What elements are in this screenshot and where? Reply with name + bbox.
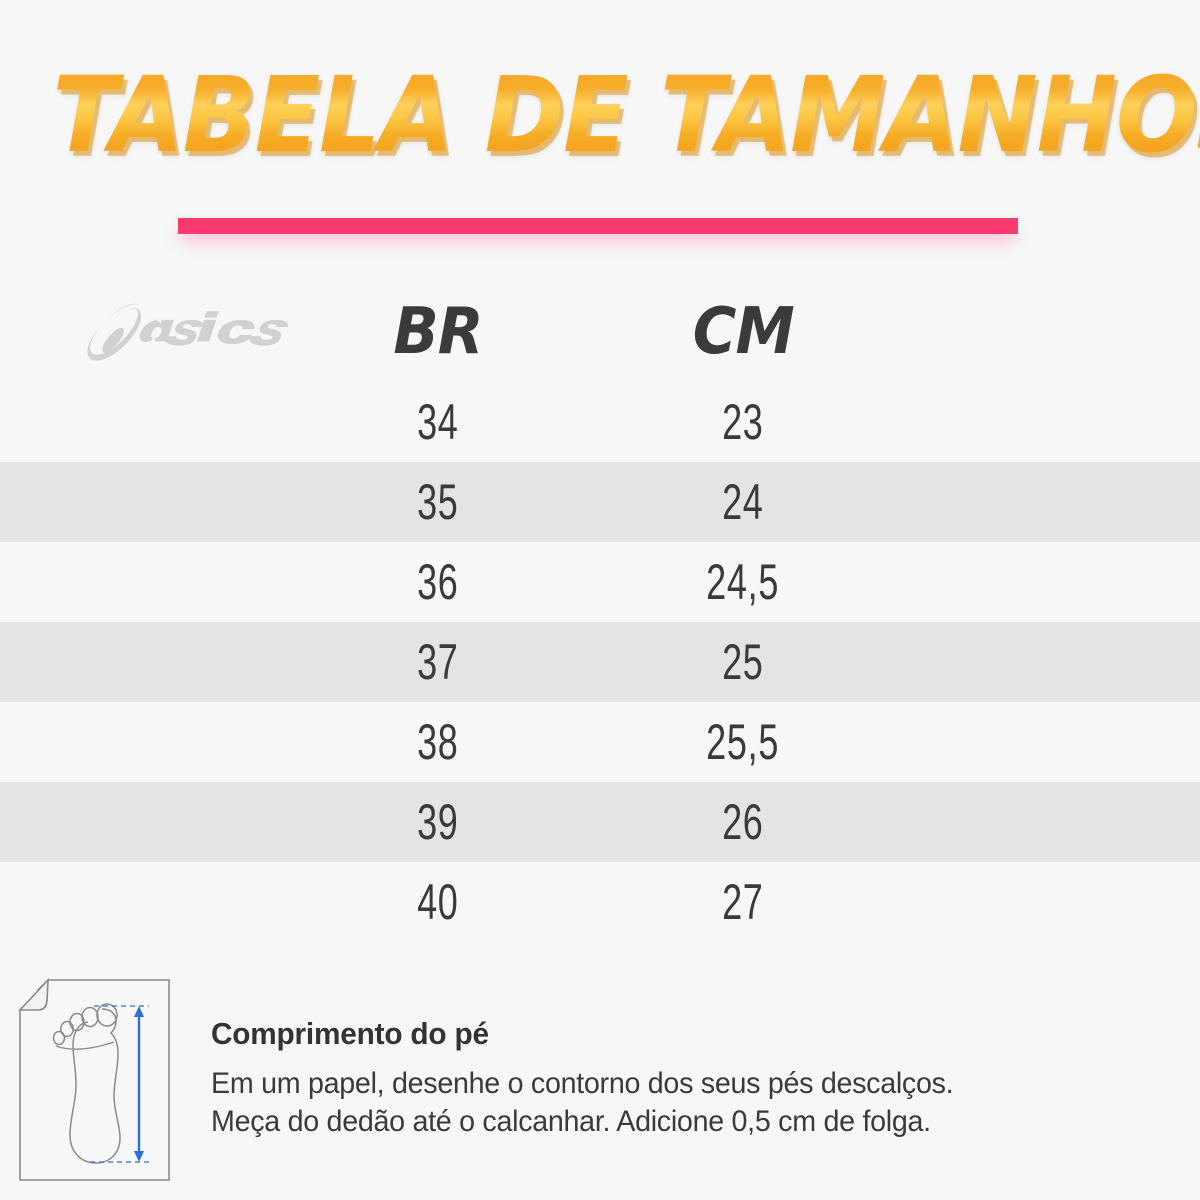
measure-arrow-head-up bbox=[134, 1006, 144, 1017]
cell-cm-value: 25 bbox=[722, 634, 764, 690]
size-table: BR CM 34 23 35 24 bbox=[0, 282, 1200, 942]
cell-br-value: 34 bbox=[417, 394, 459, 450]
paper-fold-corner bbox=[18, 977, 49, 1011]
toe-1 bbox=[96, 1003, 118, 1027]
footer-instruction-line-2: Meça do dedão até o calcanhar. Adicione … bbox=[211, 1105, 931, 1139]
table-row: 36 24,5 bbox=[0, 542, 1200, 622]
footer-heading: Comprimento do pé bbox=[211, 1016, 489, 1051]
cell-br: 39 bbox=[363, 793, 513, 851]
cell-cm-value: 27 bbox=[722, 874, 764, 930]
table-row: 39 26 bbox=[0, 782, 1200, 862]
cell-cm-value: 26 bbox=[722, 794, 764, 850]
foot-measure-icon bbox=[14, 968, 189, 1190]
cell-cm-value: 23 bbox=[722, 394, 764, 450]
table-row: 37 25 bbox=[0, 622, 1200, 702]
title-block: TABELA DE TAMANHOS bbox=[0, 62, 1200, 168]
measure-arrow-head-down bbox=[134, 1151, 144, 1162]
footer-text-block: Comprimento do pé Em um papel, desenhe o… bbox=[189, 968, 988, 1141]
toe-4 bbox=[60, 1020, 74, 1038]
toe-5 bbox=[52, 1030, 66, 1046]
footer-instructions: Comprimento do pé Em um papel, desenhe o… bbox=[14, 968, 1184, 1190]
cell-cm: 25,5 bbox=[668, 713, 818, 771]
cell-cm: 27 bbox=[668, 873, 818, 931]
footer-instruction-line-1: Em um papel, desenhe o contorno dos seus… bbox=[211, 1067, 954, 1100]
cell-br-value: 37 bbox=[417, 634, 459, 690]
cell-br-value: 36 bbox=[417, 554, 459, 610]
cell-br-value: 35 bbox=[417, 474, 459, 530]
cell-br-value: 40 bbox=[417, 874, 459, 930]
cell-cm: 24,5 bbox=[668, 553, 818, 611]
cell-br: 37 bbox=[363, 633, 513, 691]
asics-logo bbox=[86, 303, 288, 361]
cell-cm-value: 24,5 bbox=[706, 554, 780, 610]
cell-br-value: 38 bbox=[417, 714, 459, 770]
page-title: TABELA DE TAMANHOS bbox=[53, 62, 1200, 168]
foot-measure-illustration bbox=[18, 977, 170, 1181]
cell-cm: 23 bbox=[668, 393, 818, 451]
cell-cm-value: 24 bbox=[722, 474, 764, 530]
table-row: 38 25,5 bbox=[0, 702, 1200, 782]
column-header-cm: CM bbox=[668, 295, 818, 369]
column-header-br-label: BR bbox=[393, 295, 483, 369]
cell-br-value: 39 bbox=[417, 794, 459, 850]
column-header-br: BR bbox=[363, 295, 513, 369]
cell-br: 40 bbox=[363, 873, 513, 931]
cell-cm: 24 bbox=[668, 473, 818, 531]
cell-br: 35 bbox=[363, 473, 513, 531]
column-header-cm-label: CM bbox=[692, 295, 794, 369]
table-row: 40 27 bbox=[0, 862, 1200, 942]
table-row: 35 24 bbox=[0, 462, 1200, 542]
cell-cm-value: 25,5 bbox=[706, 714, 780, 770]
title-underline-accent bbox=[178, 218, 1018, 234]
table-row: 34 23 bbox=[0, 382, 1200, 462]
cell-cm: 26 bbox=[668, 793, 818, 851]
brand-logo-cell bbox=[0, 301, 370, 363]
foot-ball-line bbox=[55, 1041, 115, 1050]
foot-outline bbox=[69, 1008, 121, 1164]
cell-cm: 25 bbox=[668, 633, 818, 691]
table-header-row: BR CM bbox=[0, 282, 1200, 382]
cell-br: 36 bbox=[363, 553, 513, 611]
cell-br: 34 bbox=[363, 393, 513, 451]
cell-br: 38 bbox=[363, 713, 513, 771]
